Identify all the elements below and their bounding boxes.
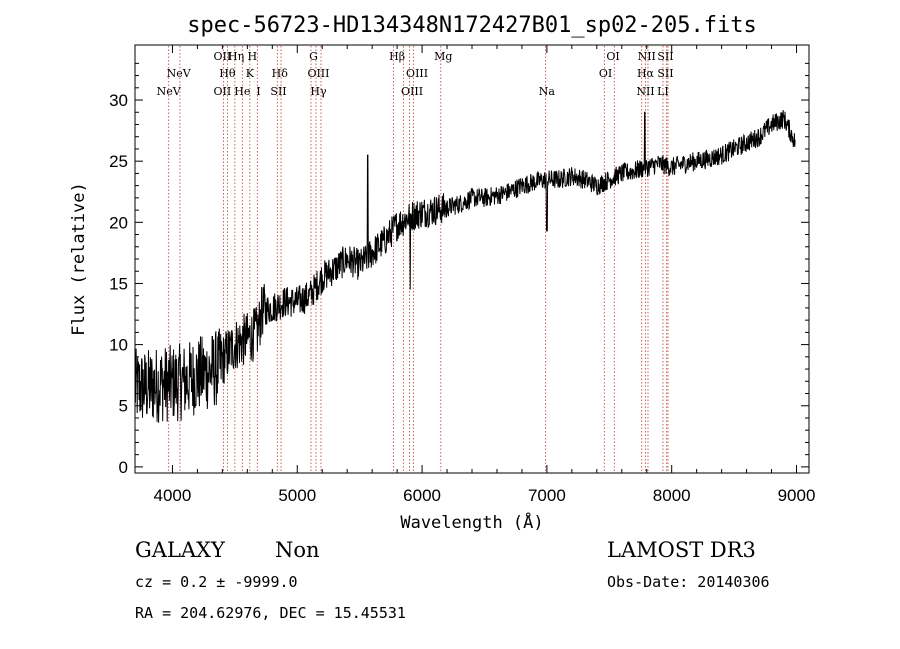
line-marker-label: Hβ [389, 50, 405, 63]
y-tick-label: 15 [109, 274, 128, 293]
y-tick-label: 25 [109, 152, 128, 171]
line-marker-label: NII [638, 50, 656, 63]
y-axis-label: Flux (relative) [69, 182, 89, 336]
y-tick-label: 30 [109, 91, 128, 110]
line-marker-label: NII [636, 85, 654, 98]
x-axis-label: Wavelength (Å) [400, 511, 543, 533]
x-tick-label: 4000 [154, 486, 192, 505]
line-marker-label: OI [599, 67, 612, 80]
line-marker-label: SII [657, 50, 673, 63]
line-marker-label: NeV [157, 85, 182, 98]
redshift-readout: cz = 0.2 ± -9999.0 [135, 573, 298, 591]
spectrum-line [134, 110, 796, 423]
line-marker-label: He [234, 85, 250, 98]
y-tick-label: 5 [119, 397, 128, 416]
line-marker-label: LI [657, 85, 669, 98]
chart-title: spec-56723-HD134348N172427B01_sp02-205.f… [187, 13, 757, 38]
line-marker-label: Mg [434, 50, 452, 63]
axis-ticks: 4000 5000 6000 7000 8000 9000 0 5 10 15 20 25 30 [109, 45, 815, 505]
line-marker-label: OIII [406, 67, 428, 80]
line-marker-label: Hδ [272, 67, 289, 80]
plot-frame [134, 44, 810, 474]
y-tick-label: 20 [109, 213, 128, 232]
line-marker-label: SII [657, 67, 673, 80]
x-tick-label: 6000 [403, 486, 441, 505]
observation-date: Obs-Date: 20140306 [607, 573, 770, 591]
coordinates-readout: RA = 204.62976, DEC = 15.45531 [135, 604, 406, 622]
survey-release: LAMOST DR3 [607, 538, 756, 562]
line-marker-label: Hθ [219, 67, 236, 80]
line-marker-label: SII [270, 85, 286, 98]
emission-line-markers: NeVNeVOIIOIIHθHηHeHKIHδSIIGOIIIHγHβOIIIO… [157, 46, 674, 472]
object-subclass: Non [275, 538, 320, 562]
line-marker-label: K [246, 67, 255, 80]
line-marker-label: OII [214, 50, 232, 63]
object-class: GALAXY [135, 538, 225, 562]
line-marker-label: OIII [401, 85, 423, 98]
line-marker-label: Hγ [310, 85, 327, 98]
y-tick-label: 0 [119, 458, 128, 477]
line-marker-label: Hα [637, 67, 655, 80]
line-marker-label: H [248, 50, 258, 63]
line-marker-label: I [256, 85, 260, 98]
line-marker-label: NeV [167, 67, 192, 80]
x-tick-label: 5000 [278, 486, 316, 505]
line-marker-label: OI [606, 50, 619, 63]
line-marker-label: Hη [228, 50, 244, 63]
line-marker-label: G [309, 50, 318, 63]
line-marker-label: Na [539, 85, 556, 98]
y-tick-label: 10 [109, 336, 128, 355]
x-tick-label: 9000 [778, 486, 816, 505]
x-tick-label: 7000 [528, 486, 566, 505]
line-marker-label: OII [214, 85, 232, 98]
line-marker-label: OIII [307, 67, 329, 80]
x-tick-label: 8000 [653, 486, 691, 505]
